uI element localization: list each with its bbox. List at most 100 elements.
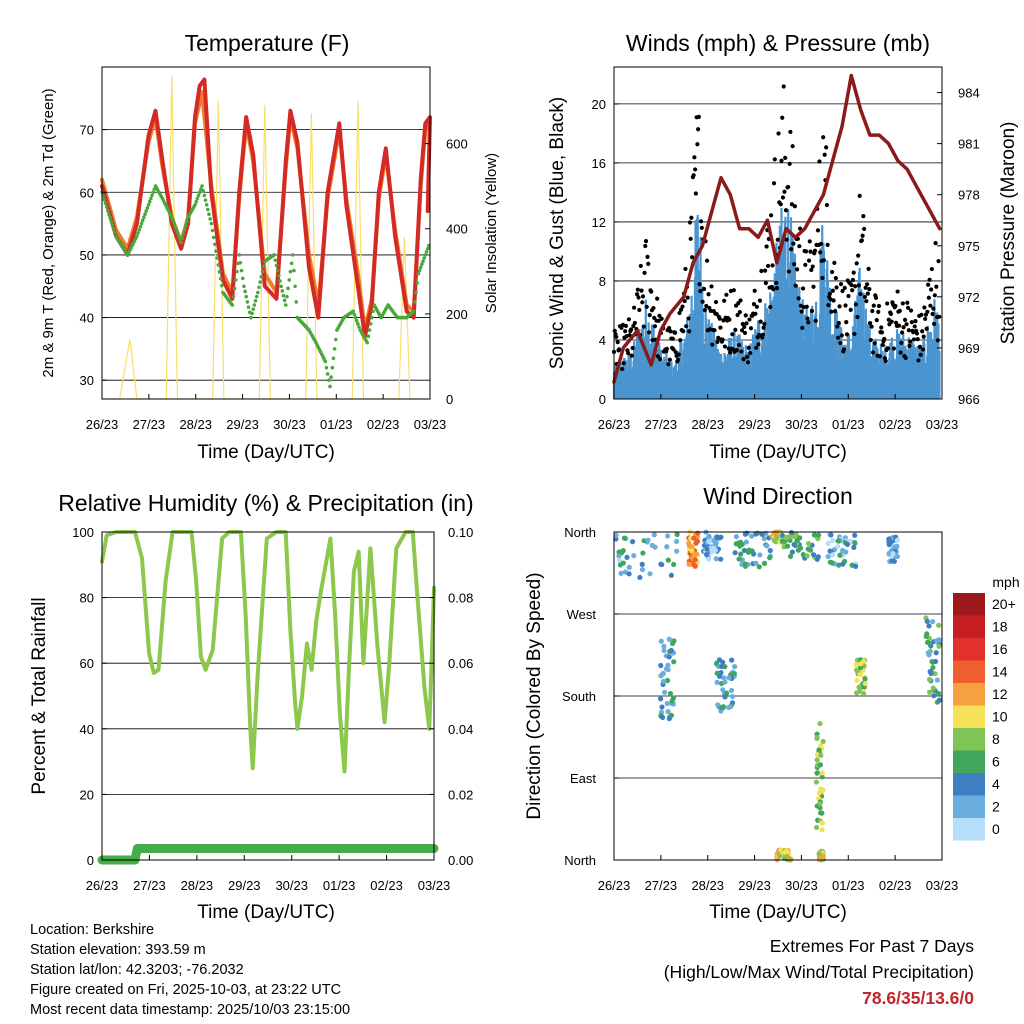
gust-point [827,291,832,296]
colorbar-label: 20+ [992,596,1016,612]
gust-point [853,284,858,289]
gust-point [691,173,696,178]
colorbar-swatch [953,795,985,818]
gust-point [930,311,935,317]
wind-direction-point [652,544,658,550]
gust-point [647,313,652,318]
gust-point [914,331,920,336]
gust-point [709,284,714,289]
temperature-2m-line [100,77,432,339]
gust-point [885,301,890,306]
gust-point [772,157,777,162]
dewpoint-point [146,203,151,207]
gust-point [916,358,921,363]
dewpoint-point [259,275,264,279]
gust-point [696,114,701,120]
wind-direction-point [661,647,667,654]
gust-point [789,202,795,207]
wind-direction-point [742,531,749,537]
gust-point [876,303,882,309]
dewpoint-point [111,227,116,231]
dewpoint-point [329,375,333,379]
gust-point [903,355,908,361]
x-tick-label: 26/23 [86,417,119,432]
gust-point [704,258,710,263]
x-tick-label: 29/23 [226,417,259,432]
dewpoint-point [276,274,281,278]
wind-direction-point [693,540,699,546]
wind-direction-point [856,684,862,690]
dewpoint-point [233,278,238,282]
wind-direction-point [729,657,735,663]
gust-point [932,293,937,298]
wind-direction-point [728,687,735,694]
gust-point [804,304,809,309]
wind-direction-point [732,664,738,670]
dewpoint-point [203,198,208,202]
gust-point [698,219,704,224]
colorbar-label: 18 [992,619,1008,635]
gust-point [688,236,693,241]
gust-point [793,283,798,288]
humidity-panel: Relative Humidity (%) & Precipitation (i… [29,490,474,923]
gust-point [689,215,694,220]
wind-direction-point [851,544,857,550]
gust-point [904,322,909,327]
gust-point [789,247,794,252]
gust-point [842,285,847,290]
dewpoint-point [200,184,204,188]
wind-direction-point [736,556,742,562]
dewpoint-point [258,280,262,284]
gust-point [623,329,628,334]
dewpoint-point [217,270,222,274]
x-tick-label: 02/23 [370,878,403,893]
gust-point [678,307,684,312]
wind-direction-point [704,546,710,552]
wind-direction-point [862,680,868,687]
wind-direction-point [827,548,833,554]
dewpoint-point [169,215,174,220]
location-text: Location: Berkshire [30,922,155,938]
wind-direction-point [645,537,651,543]
wind-direction-point [844,541,850,547]
wind-direction-point [811,532,817,538]
gust-point [926,282,931,287]
gust-point [695,142,700,147]
gust-point [641,324,646,329]
wind-direction-point [706,556,712,562]
x-tick-label: 01/23 [832,878,865,893]
wind-direction-point [692,557,698,563]
wind-direction-point [767,548,773,554]
wind-direction-point [936,622,942,628]
gust-point [786,269,792,274]
dewpoint-point [351,309,356,314]
wind-direction-point [886,542,892,548]
gust-point [735,312,740,318]
wind-direction-point [816,747,822,753]
wind-direction-point [689,548,695,554]
gust-point [870,350,876,355]
gust-point [693,167,698,172]
gust-point [640,300,645,305]
gust-point [929,287,934,292]
relative-humidity-line [100,530,436,774]
y2-tick-label: 0 [446,392,453,407]
x-tick-label: 30/23 [785,417,818,432]
gust-point [898,350,903,355]
gust-point [726,346,731,351]
elevation-text: Station elevation: 393.59 m [30,942,206,958]
x-tick-label: 30/23 [785,878,818,893]
gust-point [643,239,649,244]
gust-point [867,321,873,326]
wind-direction-point [705,534,712,541]
temperature-frame [101,66,431,400]
dewpoint-point [195,196,200,201]
y2-tick-label: 600 [446,137,468,152]
gust-point [865,291,870,296]
wind-direction-point [805,546,811,552]
wind-direction-point [668,647,674,654]
winds-x-label: Time (Day/UTC) [709,442,847,463]
gust-point [818,250,823,255]
dewpoint-point [232,286,237,291]
humidity-y-label: Percent & Total Rainfall [29,597,50,794]
